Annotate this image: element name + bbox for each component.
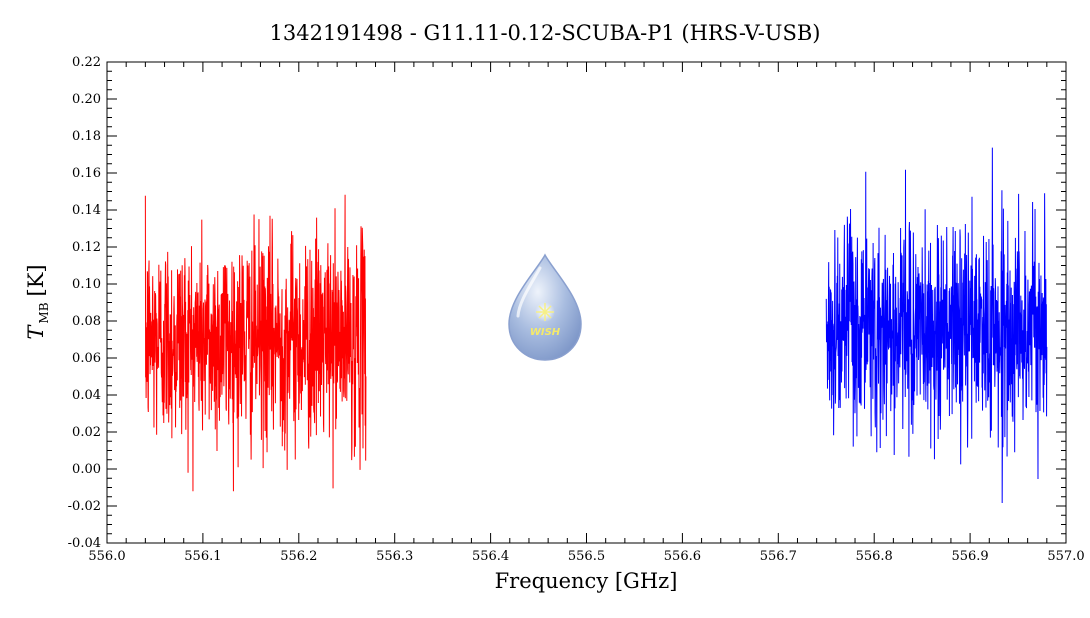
y-tick-label: 0.16 (72, 166, 101, 181)
y-tick-label: 0.00 (72, 462, 101, 477)
logo-text: WISH (530, 327, 561, 338)
y-tick-label: 0.10 (72, 277, 101, 292)
x-tick-label: 556.8 (856, 549, 893, 564)
y-tick-label: 0.06 (72, 351, 101, 366)
y-tick-label: 0.02 (72, 425, 101, 440)
x-tick-label: 556.9 (951, 549, 988, 564)
series-blue-line (825, 147, 1048, 504)
x-tick-label: 556.6 (664, 549, 701, 564)
star-icon (536, 303, 554, 321)
y-tick-label: 0.20 (72, 92, 101, 107)
y-tick-label: 0.22 (72, 55, 101, 70)
x-axis-label: Frequency [GHz] (495, 569, 678, 593)
series-red-line (144, 194, 367, 492)
axis-ticks (106, 61, 1067, 544)
y-tick-label: 0.18 (72, 129, 101, 144)
y-axis-label-symbol: T (24, 324, 48, 340)
chart-title: 1342191498 - G11.11-0.12-SCUBA-P1 (HRS-V… (270, 21, 821, 45)
y-tick-label: 0.12 (72, 240, 101, 255)
y-tick-label: 0.08 (72, 314, 101, 329)
x-tick-label: 556.0 (88, 549, 125, 564)
y-tick-label: 0.04 (72, 388, 101, 403)
y-axis-label: TMB [K] (24, 264, 51, 339)
wish-logo: WISH (508, 253, 582, 361)
y-tick-label: -0.04 (68, 536, 101, 551)
x-tick-label: 556.7 (760, 549, 797, 564)
x-tick-label: 557.0 (1047, 549, 1084, 564)
x-tick-label: 556.2 (280, 549, 317, 564)
y-tick-labels: -0.04 -0.02 0.00 0.02 0.04 0.06 0.08 0.10 0.12 0.… (68, 55, 101, 551)
y-axis-label-unit: [K] (24, 264, 48, 296)
svg-text:TMB[K]: TMB [K] (24, 264, 51, 339)
x-tick-label: 556.1 (184, 549, 221, 564)
y-tick-label: 0.14 (72, 203, 101, 218)
y-tick-label: -0.02 (68, 499, 101, 514)
x-tick-label: 556.3 (376, 549, 413, 564)
x-tick-label: 556.5 (568, 549, 605, 564)
y-axis-label-subscript: MB (37, 302, 51, 323)
x-tick-labels: 556.0 556.1 556.2 556.3 556.4 556.5 556.6 556.7… (88, 549, 1084, 564)
x-tick-label: 556.4 (472, 549, 509, 564)
